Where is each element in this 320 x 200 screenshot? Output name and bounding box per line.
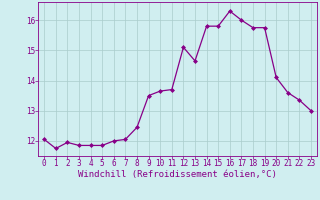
X-axis label: Windchill (Refroidissement éolien,°C): Windchill (Refroidissement éolien,°C)	[78, 170, 277, 179]
